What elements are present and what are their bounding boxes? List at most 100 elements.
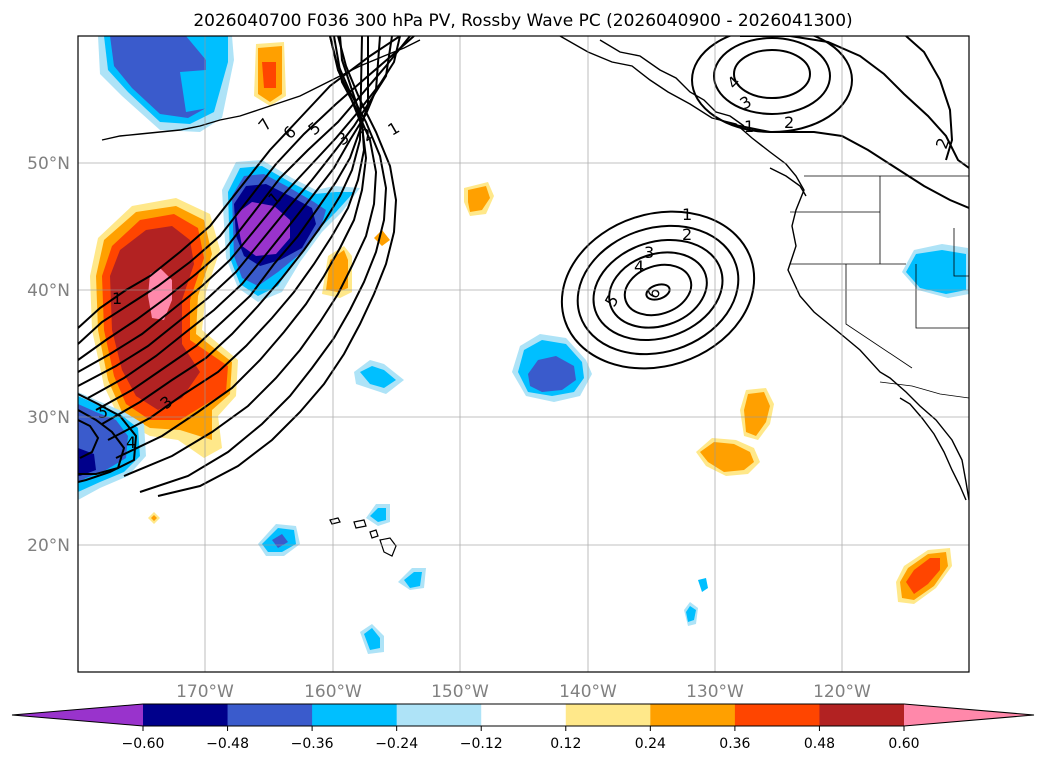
island-3 (379, 537, 397, 557)
map-panel: 7 6 5 3 2 1 1 3 5 4 1 1 2 3 4 5 6 4 3 2 (77, 35, 970, 673)
contour-west-7 (95, 36, 369, 411)
contour-ne-3 (733, 49, 811, 99)
contour-center-1 (560, 210, 756, 370)
colorbar-bin (565, 704, 651, 726)
colorbar-extend-max (904, 704, 1034, 726)
colorbar-tick-label: −0.48 (206, 736, 249, 752)
contour-label: 3 (644, 243, 654, 262)
lat-label: 30°N (27, 408, 70, 428)
lon-label: 160°W (304, 682, 362, 702)
contour-west-13 (157, 36, 398, 497)
pv-blob-se-dark (906, 558, 940, 594)
contour-label: 2 (784, 113, 794, 132)
island-2 (353, 519, 367, 529)
contour-ne-east (905, 36, 954, 161)
rossby-contours (78, 36, 969, 497)
border-state-5 (915, 264, 969, 329)
contour-sw-1 (78, 409, 126, 475)
borders (790, 175, 969, 399)
latitude-labels: 50°N 40°N 30°N 20°N (27, 154, 70, 556)
contour-label: 1 (112, 289, 122, 308)
pv-blob-pos-small-3b (468, 186, 490, 212)
pv-blob-neg-s1c (272, 534, 288, 548)
contour-west-8 (101, 36, 363, 425)
pv-blob-pos-mid-1b (744, 392, 770, 436)
colorbar-bin (819, 704, 905, 726)
contour-label: 2 (682, 225, 692, 244)
colorbar-bin (734, 704, 820, 726)
island-1 (329, 517, 341, 525)
contour-center-5 (623, 263, 693, 317)
colorbar-tick-label: −0.12 (460, 736, 503, 752)
pv-blob-neg-small-1b (360, 366, 396, 388)
contour-ne-outer (740, 36, 969, 169)
pv-blob-pos-small-1b (326, 250, 348, 292)
pv-blob-neg-s6 (698, 578, 708, 592)
pv-blob-neg-s3b (404, 572, 422, 588)
map-frame (77, 35, 970, 673)
contour-label: 4 (126, 433, 136, 452)
colorbar-bin (650, 704, 736, 726)
gridlines (78, 36, 969, 672)
contour-label: 5 (98, 403, 108, 422)
pv-blob-sw-navy (78, 448, 96, 476)
chart-title: 2026040700 F036 300 hPa PV, Rossby Wave … (193, 11, 852, 31)
coastline-vancouver (769, 167, 807, 197)
contour-west-12 (139, 36, 388, 493)
pv-blob-north-pos-dark (262, 62, 276, 88)
border-state-6 (953, 228, 969, 277)
pv-blob-pos-mid-2b (700, 442, 754, 472)
lon-label: 120°W (813, 682, 871, 702)
lat-label: 20°N (27, 536, 70, 556)
colorbar-tick-label: −0.24 (375, 736, 418, 752)
border-state-4 (845, 264, 913, 369)
contour-west-1 (78, 36, 401, 329)
colorbar-tick-label: 0.36 (719, 736, 750, 752)
contour-center-2 (576, 224, 740, 356)
colorbar-bin (481, 704, 567, 726)
colorbar-bin (312, 704, 398, 726)
pv-blob-neg-s2b (370, 508, 386, 522)
contour-sw-3 (78, 419, 100, 459)
pv-blob-nw-dark (110, 36, 206, 118)
coastline-baja (899, 397, 967, 501)
contour-west-10 (115, 36, 368, 459)
border-us-mexico (879, 381, 969, 399)
colorbar-extend-min (12, 704, 143, 726)
coastline-north-america (559, 36, 969, 501)
colorbar (11, 703, 1035, 727)
contour-center-6 (645, 283, 671, 301)
coastline-alaska-islands (599, 39, 745, 127)
pv-blob-nw-inner (180, 70, 208, 112)
colorbar-bin (396, 704, 482, 726)
lon-label: 170°W (176, 682, 234, 702)
colorbar-bin (227, 704, 313, 726)
contour-west-3 (78, 36, 411, 361)
lon-label: 140°W (559, 682, 617, 702)
contour-label: 1 (744, 117, 754, 136)
pv-blob-pos-tiny-b (151, 515, 157, 521)
longitude-labels: 170°W 160°W 150°W 140°W 130°W 120°W (176, 682, 871, 702)
pv-blob-neg-s4b (364, 628, 380, 650)
colorbar-bin (143, 704, 229, 726)
pv-blob-neg-mid-1c (528, 356, 576, 392)
colorbar-tick-label: 0.12 (550, 736, 581, 752)
lat-label: 50°N (27, 154, 70, 174)
contour-center-3 (592, 239, 724, 341)
colorbar-ticks: −0.60 −0.48 −0.36 −0.24 −0.12 0.12 0.24 0.36 0.4… (122, 726, 920, 752)
colorbar-tick-label: −0.36 (291, 736, 334, 752)
lon-label: 150°W (431, 682, 489, 702)
contour-sw-2 (78, 393, 138, 483)
island-4 (369, 529, 379, 539)
colorbar-tick-label: 0.24 (635, 736, 666, 752)
colorbar-tick-label: 0.48 (804, 736, 835, 752)
contour-label: 4 (634, 257, 644, 276)
pv-blob-east-mid (906, 250, 966, 294)
lon-label: 130°W (686, 682, 744, 702)
hawaiian-islands (329, 517, 397, 557)
contour-ne-2 (713, 37, 831, 115)
contour-west-11 (123, 36, 378, 477)
contour-label: 1 (682, 205, 692, 224)
pv-blob-neg-s5b (686, 606, 696, 622)
